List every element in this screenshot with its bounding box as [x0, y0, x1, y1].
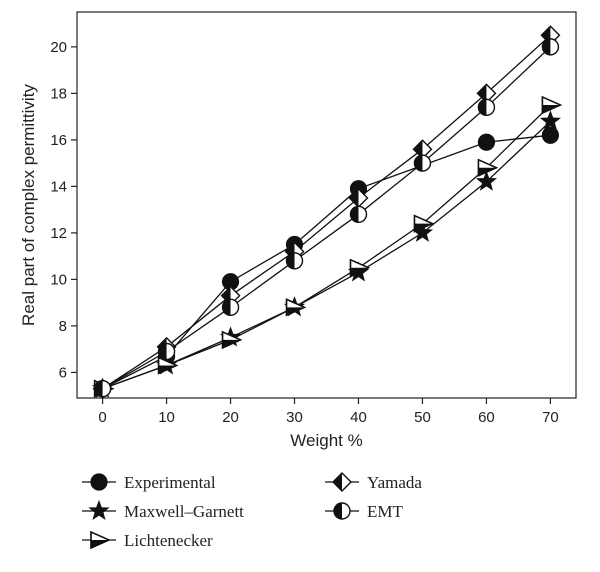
x-tick-label: 70: [542, 409, 559, 426]
data-point-emt: [285, 252, 304, 270]
data-point-maxwell-garnett: [539, 110, 562, 131]
x-tick-label: 30: [286, 409, 303, 426]
data-point-lichtenecker: [157, 356, 179, 375]
data-point-lichtenecker: [477, 158, 499, 177]
y-tick-label: 10: [50, 271, 67, 288]
series-line-yamada: [102, 34, 551, 390]
data-point-yamada: [476, 83, 497, 104]
data-point-experimental: [541, 126, 560, 144]
x-tick-label: 40: [350, 409, 367, 426]
y-tick-label: 14: [50, 178, 67, 195]
plot-area: [76, 11, 577, 399]
x-tick-label: 50: [414, 409, 431, 426]
y-tick-label: 18: [50, 85, 67, 102]
legend-label: Experimental: [124, 473, 216, 492]
x-tick-label: 60: [478, 409, 495, 426]
data-point-lichtenecker: [413, 214, 435, 233]
legend-marker-lichtenecker: [90, 530, 111, 550]
y-tick-label: 16: [50, 132, 67, 149]
legend-label: Maxwell–Garnett: [124, 502, 244, 521]
legend-label: Yamada: [367, 473, 422, 492]
x-tick-label: 0: [98, 409, 106, 426]
data-point-emt: [541, 38, 560, 56]
legend-marker-maxwell-garnett: [88, 499, 110, 521]
legend-label: EMT: [367, 502, 404, 521]
data-point-maxwell-garnett: [475, 170, 498, 191]
data-point-yamada: [412, 139, 433, 160]
series-line-lichtenecker: [102, 104, 551, 390]
y-axis-title: Real part of complex permittivity: [19, 84, 38, 326]
x-tick-label: 20: [222, 409, 239, 426]
x-tick-label: 10: [158, 409, 175, 426]
data-point-lichtenecker: [349, 258, 371, 277]
legend-marker-emt: [333, 502, 351, 520]
data-point-emt: [93, 379, 112, 398]
data-point-emt: [413, 154, 432, 172]
y-tick-label: 8: [59, 318, 67, 335]
data-point-experimental: [477, 133, 496, 151]
series-line-emt: [102, 46, 551, 390]
data-point-lichtenecker: [221, 330, 243, 349]
data-point-emt: [221, 298, 240, 317]
legend-label: Lichtenecker: [124, 531, 213, 550]
data-point-lichtenecker: [285, 298, 307, 317]
x-axis-title: Weight %: [290, 431, 362, 450]
legend-item-lichtenecker: Lichtenecker: [82, 530, 213, 550]
legend-marker-experimental: [90, 473, 108, 491]
y-tick-label: 6: [59, 364, 67, 381]
data-point-emt: [349, 205, 368, 224]
data-point-lichtenecker: [541, 95, 563, 115]
y-tick-label: 12: [50, 225, 67, 242]
legend-item-experimental: Experimental: [82, 473, 216, 492]
legend-item-emt: EMT: [325, 502, 404, 521]
legend-marker-yamada: [332, 472, 352, 492]
data-point-emt: [157, 342, 176, 361]
legend-item-maxwell-garnett: Maxwell–Garnett: [82, 499, 244, 521]
series-yamada: [92, 25, 561, 399]
series-emt: [93, 38, 560, 398]
y-tick-label: 20: [50, 39, 67, 56]
series-lichtenecker: [93, 95, 563, 398]
data-point-emt: [477, 98, 496, 117]
legend-item-yamada: Yamada: [325, 472, 422, 492]
